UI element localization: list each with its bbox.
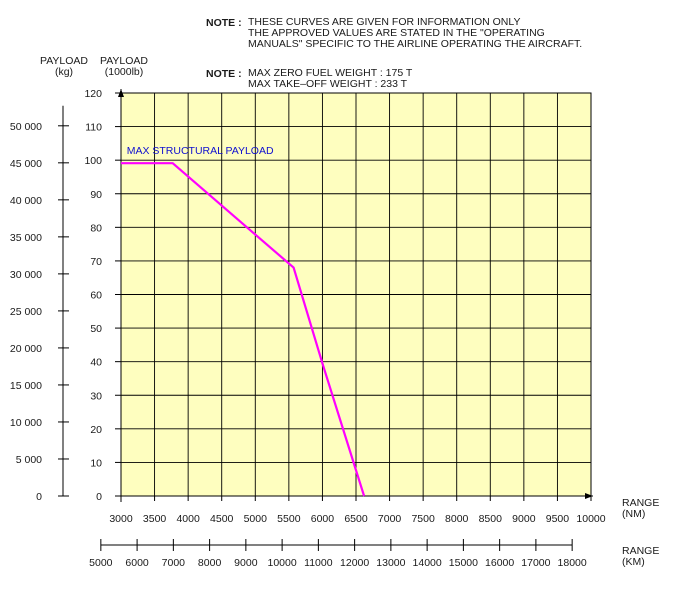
km-tick-label: 6000 [125,557,149,569]
kg-tick-label: 15 000 [10,380,42,392]
kg-tick-label: 25 000 [10,306,42,318]
y-tick-label: 10 [90,457,102,469]
kg-tick-label: 20 000 [10,343,42,355]
x-tick-label: 5500 [277,513,301,525]
kg-tick-label: 45 000 [10,158,42,170]
note-line-2: THE APPROVED VALUES ARE STATED IN THE "O… [248,27,545,39]
x-tick-label: 8000 [445,513,469,525]
y-tick-label: 0 [96,491,102,503]
x-tick-label: 6500 [344,513,368,525]
km-tick-label: 18000 [558,557,587,569]
x-tick-label: 9500 [546,513,570,525]
y-tick-label: 30 [90,390,102,402]
kg-tick-label: 40 000 [10,195,42,207]
x-tick-label: 9000 [512,513,536,525]
max-zero-fuel-weight: MAX ZERO FUEL WEIGHT : 175 T [248,67,413,79]
x-tick-label: 7500 [411,513,435,525]
kg-tick-label: 35 000 [10,232,42,244]
x-tick-label: 10000 [576,513,605,525]
y-tick-label: 120 [84,88,102,100]
km-tick-label: 10000 [268,557,297,569]
max-structural-payload-label: MAX STRUCTURAL PAYLOAD [127,145,274,157]
note-label-1: NOTE : [206,17,242,29]
payload-lb-unit: (1000lb) [104,66,144,78]
km-tick-label: 12000 [340,557,369,569]
km-tick-label: 15000 [449,557,478,569]
payload-lb-header: PAYLOAD (1000lb) [94,56,154,78]
range-km-title: RANGE [622,545,660,557]
payload-range-curve [121,162,366,497]
range-nm-unit: (NM) [622,508,646,520]
y-tick-label: 100 [84,155,102,167]
kg-tick-label: 10 000 [10,417,42,429]
kg-tick-label: 0 [36,491,42,503]
km-tick-label: 14000 [413,557,442,569]
x-tick-label: 4000 [176,513,200,525]
x-tick-label: 8500 [479,513,503,525]
x-tick-label: 4500 [210,513,234,525]
km-tick-label: 16000 [485,557,514,569]
y-tick-label: 110 [85,122,102,134]
note-line-3: MANUALS" SPECIFIC TO THE AIRLINE OPERATI… [248,38,583,50]
x-tick-label: 5000 [244,513,268,525]
range-km-unit: (KM) [622,556,645,568]
y-tick-label: 40 [90,357,102,369]
y-tick-label: 70 [90,256,102,268]
weight-note: MAX ZERO FUEL WEIGHT : 175 T MAX TAKE–OF… [248,68,412,90]
x-tick-label: 7000 [378,513,402,525]
information-note: THESE CURVES ARE GIVEN FOR INFORMATION O… [248,17,582,50]
x-tick-label: 6000 [311,513,335,525]
y-tick-label: 50 [90,323,102,335]
payload-kg-title: PAYLOAD [39,55,89,67]
km-tick-label: 13000 [376,557,405,569]
km-tick-label: 17000 [521,557,550,569]
range-km-header: RANGE (KM) [622,546,659,568]
note-label-2: NOTE : [206,68,242,80]
km-tick-label: 7000 [162,557,186,569]
kg-tick-label: 50 000 [10,121,42,133]
max-takeoff-weight: MAX TAKE–OFF WEIGHT : 233 T [248,78,408,90]
kg-tick-label: 30 000 [10,269,42,281]
x-tick-label: 3500 [143,513,167,525]
y-tick-label: 20 [90,424,102,436]
range-nm-header: RANGE (NM) [622,498,659,520]
payload-kg-header: PAYLOAD (kg) [36,56,92,78]
range-nm-title: RANGE [622,497,660,509]
payload-lb-title: PAYLOAD [99,55,149,67]
x-tick-label: 3000 [109,513,133,525]
kg-tick-label: 5 000 [16,454,42,466]
km-tick-label: 8000 [198,557,222,569]
km-tick-label: 9000 [234,557,258,569]
y-tick-label: 60 [90,290,102,302]
y-tick-label: 80 [90,222,102,234]
km-tick-label: 11000 [304,557,333,569]
y-tick-label: 90 [90,189,102,201]
note-line-1: THESE CURVES ARE GIVEN FOR INFORMATION O… [248,16,521,28]
payload-kg-unit: (kg) [54,66,74,78]
km-tick-label: 5000 [89,557,113,569]
x-axis-arrow [585,493,593,499]
